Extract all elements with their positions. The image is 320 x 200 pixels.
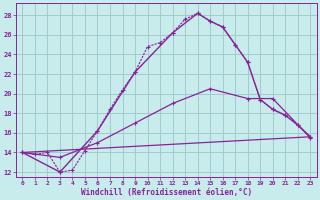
X-axis label: Windchill (Refroidissement éolien,°C): Windchill (Refroidissement éolien,°C) [81,188,252,197]
